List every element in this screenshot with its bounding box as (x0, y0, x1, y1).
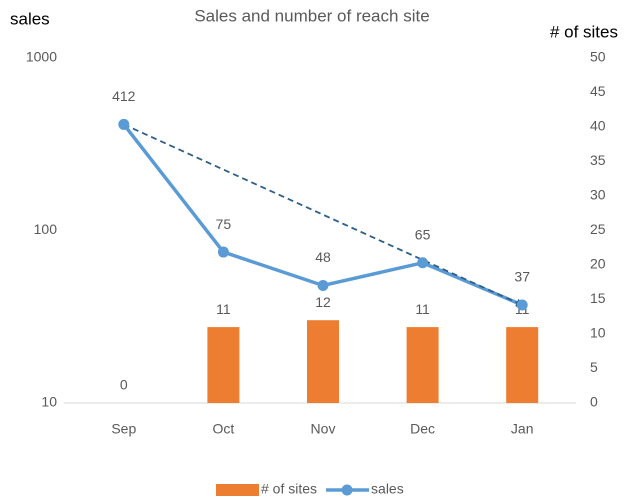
legend-label: # of sites (261, 481, 317, 497)
y2-tick-label: 25 (590, 221, 606, 237)
chart-title: Sales and number of reach site (194, 6, 429, 25)
y2-tick-label: 40 (590, 118, 606, 134)
line-point (417, 257, 429, 269)
bar-value-label: 11 (216, 301, 231, 317)
y2-tick-label: 35 (590, 152, 606, 168)
line-point (317, 279, 329, 291)
y2-tick-label: 0 (590, 394, 598, 410)
x-tick-label: Dec (410, 421, 435, 437)
y2-tick-label: 10 (590, 325, 606, 341)
line-value-label: 37 (514, 269, 530, 285)
y2-tick-label: 50 (590, 49, 606, 65)
legend-marker (341, 484, 353, 496)
y-tick-label: 100 (34, 221, 58, 237)
bar-value-label: 11 (415, 301, 430, 317)
y2-tick-label: 15 (590, 290, 606, 306)
y-tick-label: 10 (41, 394, 57, 410)
x-tick-label: Jan (511, 421, 534, 437)
y2-axis-label: # of sites (550, 22, 618, 41)
y2-tick-label: 20 (590, 256, 606, 272)
line-point (217, 246, 229, 258)
bar (506, 327, 539, 403)
x-tick-label: Sep (111, 421, 136, 437)
bar-value-label: 0 (120, 377, 128, 393)
legend-swatch (216, 484, 259, 496)
y2-tick-label: 45 (590, 83, 606, 99)
bar (207, 327, 240, 403)
line-point (516, 299, 528, 311)
y2-tick-label: 5 (590, 359, 598, 375)
line-point (118, 118, 130, 130)
x-tick-label: Nov (311, 421, 336, 437)
line-value-label: 48 (315, 249, 331, 265)
legend-label: sales (371, 481, 404, 497)
x-tick-label: Oct (213, 421, 235, 437)
bar-value-label: 12 (315, 294, 331, 310)
y2-tick-label: 30 (590, 187, 606, 203)
line-value-label: 75 (216, 216, 232, 232)
bar (406, 327, 439, 403)
line-value-label: 412 (112, 88, 136, 104)
bar (307, 320, 339, 403)
y-tick-label: 1000 (26, 49, 57, 65)
y-axis-label: sales (10, 9, 50, 28)
line-value-label: 65 (415, 226, 431, 242)
trend-line (123, 123, 525, 307)
